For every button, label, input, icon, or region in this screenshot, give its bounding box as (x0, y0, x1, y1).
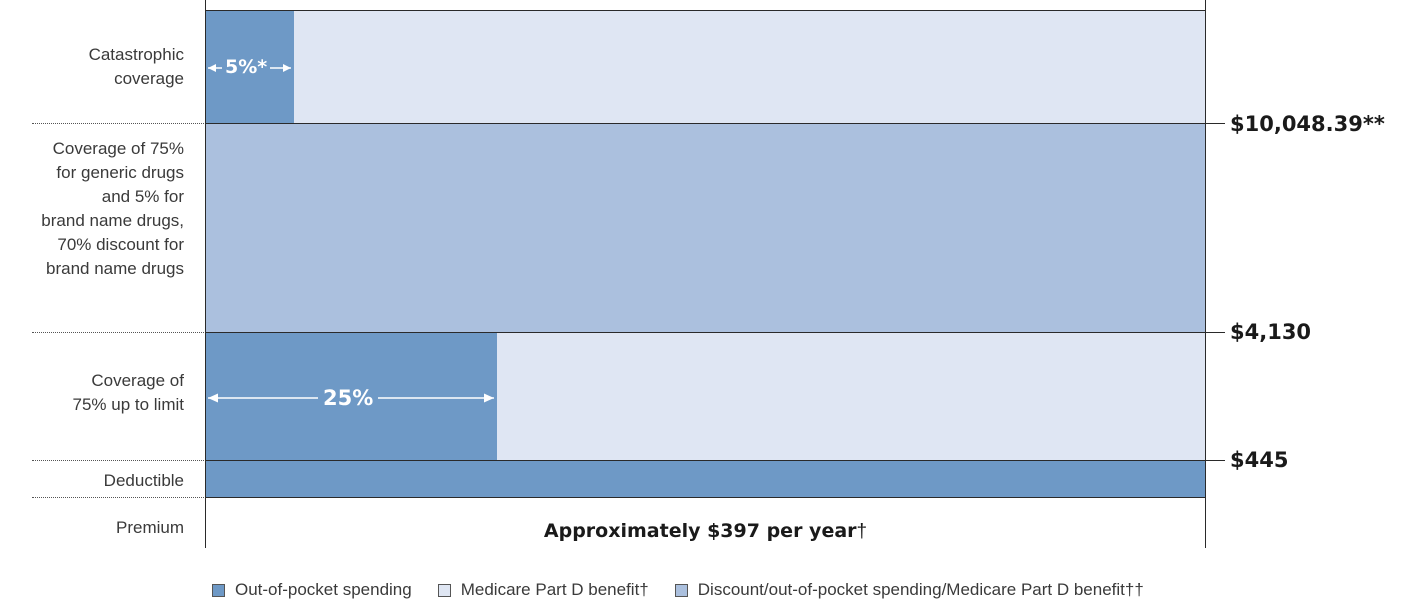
initial-coverage-label-line: 75% up to limit (72, 395, 185, 414)
legend-swatch-medicare-benefit (437, 583, 451, 597)
coverage-gap-label-line: for generic drugs (56, 163, 184, 182)
coverage-gap-label-line: brand name drugs, (41, 211, 184, 230)
catastrophic-label: Catastrophic coverage (89, 43, 184, 91)
legend-label: Medicare Part D benefit† (460, 580, 649, 599)
coverage-gap-label-line: 70% discount for (57, 235, 184, 254)
premium-amount-bold: Approximately $397 per year (543, 520, 857, 542)
deductible-bottom-line (205, 497, 1206, 498)
label-divider (32, 123, 204, 124)
deductible-threshold-value: $445 (1230, 448, 1289, 472)
catastrophic-label-line: coverage (114, 69, 184, 88)
top-border-line (205, 10, 1206, 11)
initial-coverage-percent-label: 25% (318, 386, 379, 410)
legend-swatch-discount (674, 583, 688, 597)
right-axis-line (1205, 0, 1206, 548)
legend-item-out-of-pocket: Out-of-pocket spending (212, 580, 412, 600)
catastrophic-percent-label: 5%* (222, 56, 271, 78)
legend-item-medicare-benefit: Medicare Part D benefit† (437, 580, 649, 600)
coverage-gap-label-line: Coverage of 75% (52, 139, 184, 158)
legend-item-discount: Discount/out-of-pocket spending/Medicare… (674, 580, 1144, 600)
label-divider (32, 460, 204, 461)
catastrophic-medicare-band (205, 10, 1206, 124)
legend: Out-of-pocket spending Medicare Part D b… (212, 580, 1170, 600)
legend-swatch-out-of-pocket (212, 583, 225, 597)
legend-label: Out-of-pocket spending (235, 580, 412, 599)
initial-coverage-label-line: Coverage of (91, 371, 184, 390)
initial-limit-threshold-line (205, 332, 1225, 333)
initial-limit-threshold-value: $4,130 (1230, 320, 1312, 344)
catastrophic-threshold-line (205, 123, 1225, 124)
catastrophic-label-line: Catastrophic (88, 45, 184, 64)
coverage-gap-label-line: brand name drugs (46, 259, 184, 278)
deductible-label: Deductible (103, 471, 184, 490)
coverage-gap-label: Coverage of 75% for generic drugs and 5%… (41, 137, 184, 281)
initial-coverage-label: Coverage of 75% up to limit (73, 369, 185, 417)
premium-label: Premium (115, 518, 184, 537)
label-divider (32, 497, 204, 498)
label-divider (32, 332, 204, 333)
legend-label: Discount/out-of-pocket spending/Medicare… (697, 580, 1144, 599)
premium-dagger: † (856, 521, 868, 542)
coverage-gap-discount-band (205, 124, 1206, 333)
coverage-gap-label-line: and 5% for (101, 187, 184, 206)
left-axis-line (205, 0, 206, 548)
catastrophic-threshold-value: $10,048.39** (1230, 112, 1385, 136)
premium-amount-text: Approximately $397 per year† (205, 520, 1206, 543)
deductible-out-of-pocket-band (205, 460, 1206, 498)
deductible-threshold-line (205, 460, 1225, 461)
